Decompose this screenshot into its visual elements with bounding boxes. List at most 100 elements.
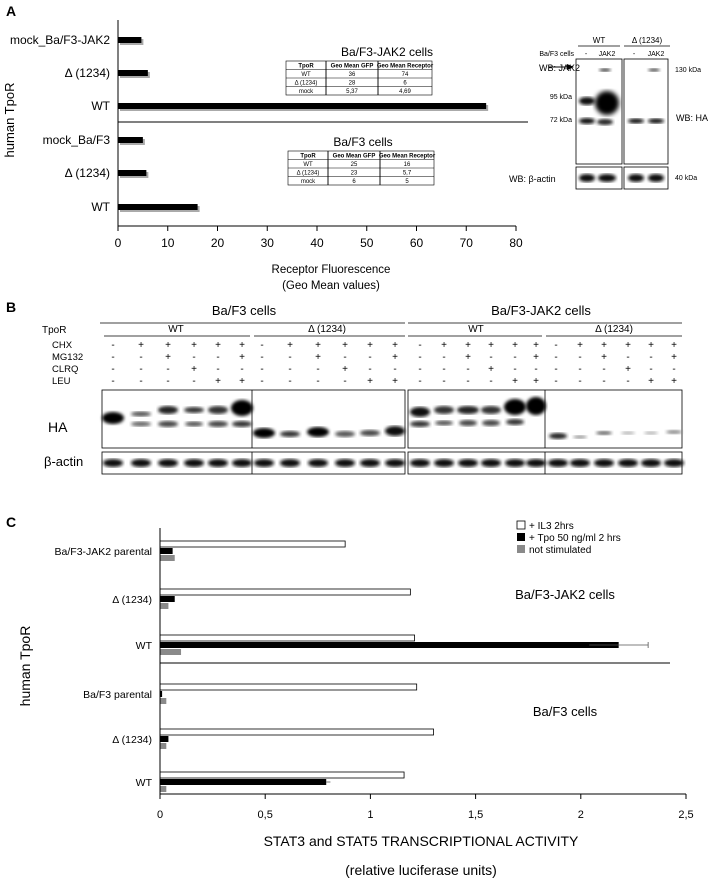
- panel-c-category-1: Δ (1234): [112, 594, 152, 606]
- blot-band: [526, 397, 546, 415]
- table-cell: mock: [301, 179, 316, 185]
- treatment-sign: -: [513, 364, 516, 375]
- treatment-sign: -: [368, 364, 371, 375]
- treatment-sign: -: [466, 376, 469, 387]
- tick-label: 1,5: [468, 809, 483, 821]
- tick-label: 60: [410, 236, 424, 250]
- panel-c-xlabel-line2: (relative luciferase units): [345, 862, 497, 878]
- panel-a-category-0: mock_Ba/F3-JAK2: [10, 33, 110, 47]
- treatment-sign: -: [316, 364, 319, 375]
- wb-col-delta: Δ (1234): [632, 36, 663, 45]
- treatment-sign: -: [139, 376, 142, 387]
- blot-band: [481, 459, 501, 467]
- blot-band: [594, 459, 614, 467]
- blot-band: [131, 411, 151, 417]
- table-cell: TpoR: [300, 153, 316, 159]
- treatment-sign: -: [626, 376, 629, 387]
- wb-box-delta: [623, 58, 669, 165]
- panel-a-letter: A: [6, 3, 16, 19]
- table-cell: 23: [351, 170, 358, 176]
- blot-band: [131, 459, 151, 467]
- treatment-sign: +: [315, 352, 321, 363]
- treatment-sign: -: [649, 352, 652, 363]
- blot-band: [434, 406, 454, 414]
- blot-band: [618, 459, 638, 467]
- treatment-sign: -: [111, 364, 114, 375]
- panel-b-wt-1: WT: [168, 324, 184, 335]
- treatment-sign: +: [367, 340, 373, 351]
- bar-series-2: [160, 698, 167, 704]
- blot-band: [596, 431, 612, 435]
- treatment-sign: -: [288, 352, 291, 363]
- table-cell: 6: [403, 80, 407, 86]
- treatment-sign: -: [489, 376, 492, 387]
- tick-label: 20: [211, 236, 225, 250]
- blot-band: [457, 406, 479, 414]
- treatment-sign: +: [138, 340, 144, 351]
- wb-label-ha: WB: HA: [676, 113, 708, 123]
- bar-series-2: [160, 555, 175, 561]
- treatment-sign: +: [191, 364, 197, 375]
- wb-lane-1: -: [585, 51, 588, 58]
- blot-band: [481, 406, 501, 414]
- blot-band: [280, 431, 300, 437]
- treatment-sign: -: [216, 364, 219, 375]
- treatment-sign: -: [672, 364, 675, 375]
- panel-a-category-2: WT: [91, 99, 110, 113]
- panel-c-group1: Ba/F3-JAK2 cells: [515, 587, 615, 602]
- bar-series-2: [160, 649, 182, 655]
- table-cell: WT: [303, 162, 313, 168]
- treatment-sign: +: [671, 352, 677, 363]
- blot-band: [549, 433, 567, 439]
- bar-series-2: [160, 743, 167, 749]
- panel-a-ylabel: human TpoR: [2, 83, 17, 158]
- blot-band: [103, 459, 123, 467]
- blot-band: [458, 459, 478, 467]
- treatment-sign: +: [512, 376, 518, 387]
- treatment-sign: -: [626, 352, 629, 363]
- wb-lane-3: -: [633, 51, 636, 58]
- blot-band: [158, 406, 178, 414]
- blot-band: [335, 459, 355, 467]
- treatment-sign: -: [393, 364, 396, 375]
- treatment-sign: -: [111, 340, 114, 351]
- blot-band: [506, 419, 524, 425]
- treatment-sign: +: [215, 340, 221, 351]
- treatment-sign: +: [648, 340, 654, 351]
- treatment-sign: -: [513, 352, 516, 363]
- panel-b-delta-2: Δ (1234): [595, 324, 633, 335]
- blot-band: [280, 459, 300, 467]
- blot-band: [158, 421, 178, 427]
- blot-band: [664, 459, 684, 467]
- blot-band: [184, 407, 204, 413]
- treatment-sign: -: [418, 352, 421, 363]
- bar-series-1: [160, 596, 175, 602]
- treatment-label: MG132: [52, 352, 83, 363]
- blot-band: [505, 459, 525, 467]
- treatment-sign: +: [577, 340, 583, 351]
- blot-band: [570, 459, 590, 467]
- treatment-sign: -: [260, 376, 263, 387]
- blot-band: [410, 407, 430, 417]
- treatment-sign: -: [111, 376, 114, 387]
- treatment-sign: +: [239, 352, 245, 363]
- blot-band: [641, 459, 661, 467]
- treatment-sign: -: [602, 376, 605, 387]
- treatment-sign: -: [602, 364, 605, 375]
- treatment-sign: -: [554, 340, 557, 351]
- tick-label: 1: [367, 809, 373, 821]
- table-baf3: TpoR Geo Mean GFP Geo Mean Receptor WT 25 16 Δ…: [287, 150, 436, 186]
- treatment-sign: -: [368, 352, 371, 363]
- blot-band: [360, 430, 380, 436]
- treatment-sign: +: [342, 340, 348, 351]
- treatment-sign: -: [418, 364, 421, 375]
- treatment-sign: +: [465, 352, 471, 363]
- treatment-sign: +: [239, 340, 245, 351]
- wb-label-actin: WB: β-actin: [509, 174, 556, 184]
- blot-band: [644, 431, 658, 435]
- blot-band: [482, 420, 500, 426]
- bar-series-1: [160, 548, 173, 554]
- treatment-sign: -: [489, 352, 492, 363]
- treatment-sign: -: [316, 376, 319, 387]
- ha-blot-left: [101, 389, 406, 449]
